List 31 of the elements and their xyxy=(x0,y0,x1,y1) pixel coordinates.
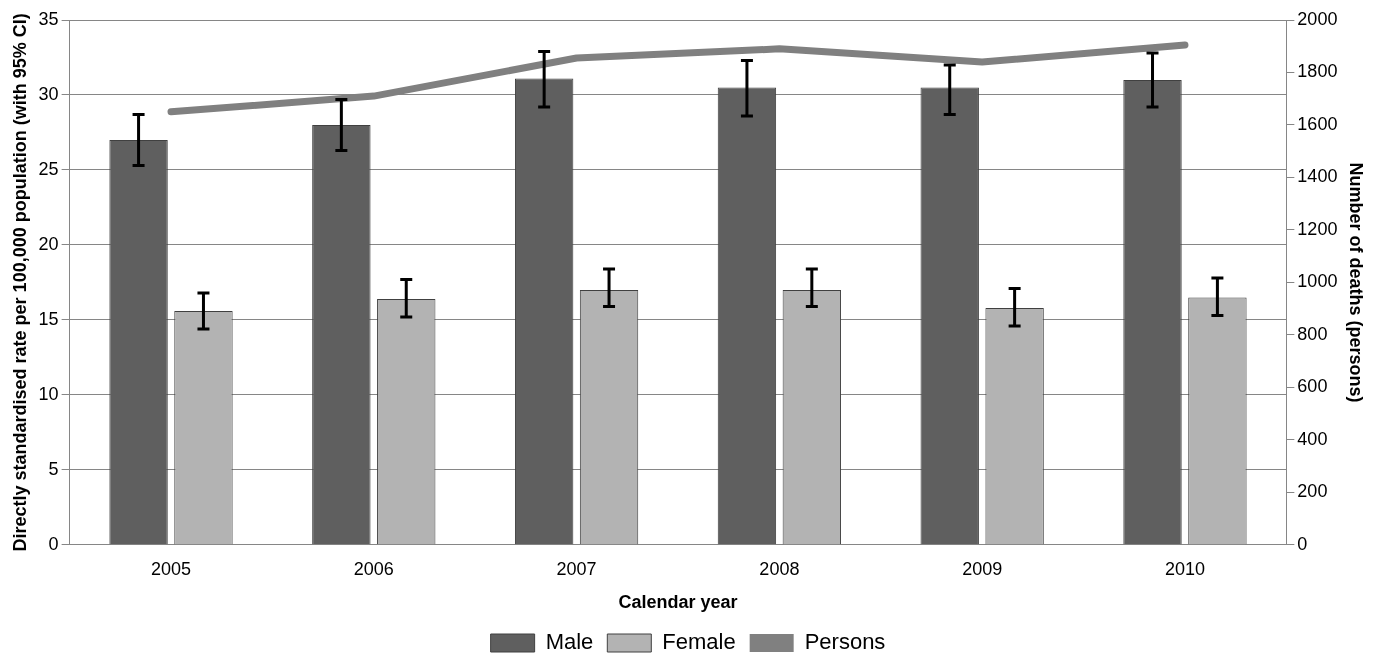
y2-tick-label: 1400 xyxy=(1297,166,1338,187)
legend-label: Persons xyxy=(804,629,886,655)
y-tick-label: 15 xyxy=(38,308,59,329)
x-tick-label: 2009 xyxy=(962,558,1003,579)
y2-axis-title: Number of deaths (persons) xyxy=(1346,162,1367,403)
y-tick-label: 10 xyxy=(38,383,59,404)
x-tick-label: 2007 xyxy=(556,558,597,579)
x-axis-title: Calendar year xyxy=(618,592,738,613)
y-tick-label: 5 xyxy=(48,458,59,479)
y-tick-label: 25 xyxy=(38,158,59,179)
x-tick-label: 2010 xyxy=(1164,558,1205,579)
y2-tick-label: 800 xyxy=(1297,323,1328,344)
x-tick-label: 2008 xyxy=(759,558,800,579)
y2-tick-label: 1800 xyxy=(1297,61,1338,82)
y2-tick-label: 1000 xyxy=(1297,271,1338,292)
x-tick-label: 2006 xyxy=(353,558,394,579)
y2-tick-label: 600 xyxy=(1297,376,1328,397)
x-tick-label: 2005 xyxy=(150,558,192,579)
y-tick-label: 30 xyxy=(38,83,59,104)
y2-tick-label: 1200 xyxy=(1297,218,1338,239)
y-tick-label: 20 xyxy=(38,233,59,254)
y2-tick-label: 400 xyxy=(1297,428,1328,449)
legend-label: Male xyxy=(545,629,594,655)
y2-tick-label: 1600 xyxy=(1297,113,1338,134)
y-axis-title: Directly standardised rate per 100,000 population (with 95% CI) xyxy=(9,13,30,552)
y2-tick-label: 0 xyxy=(1297,533,1308,554)
legend-label: Female xyxy=(662,629,736,655)
y2-tick-label: 200 xyxy=(1297,481,1328,502)
y-tick-label: 0 xyxy=(48,533,59,554)
y-tick-label: 35 xyxy=(38,8,59,29)
y2-tick-label: 2000 xyxy=(1297,8,1338,29)
